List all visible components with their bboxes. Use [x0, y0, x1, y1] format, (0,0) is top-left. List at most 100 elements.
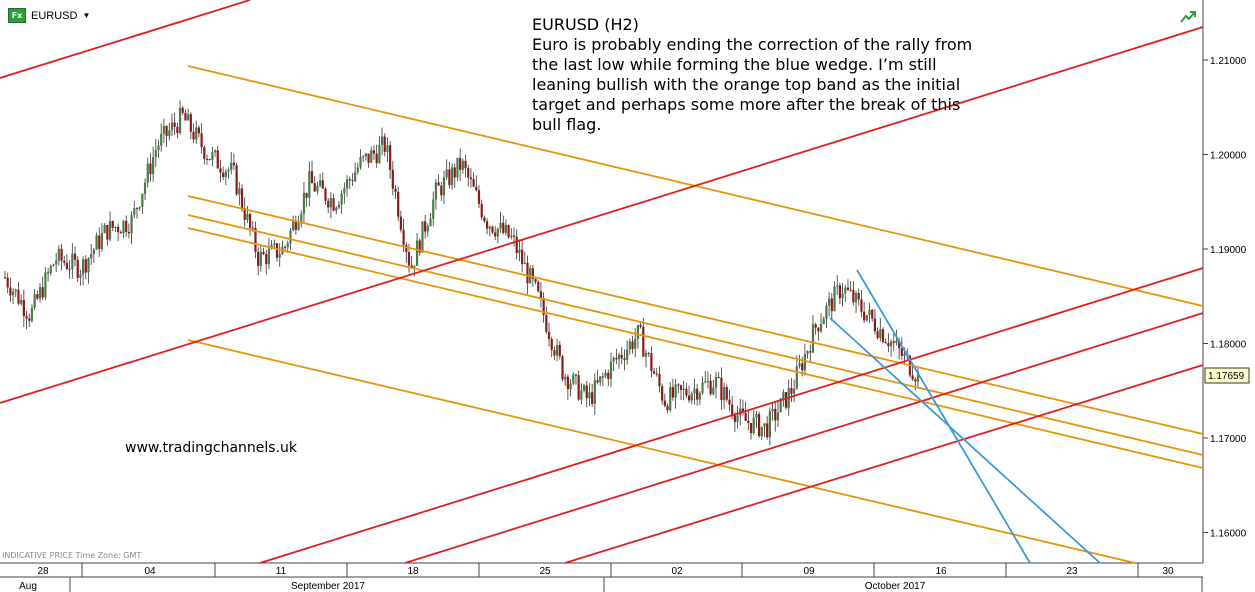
candle-body: [9, 287, 12, 296]
candle-body: [383, 136, 386, 152]
orange-middle-band-line[interactable]: [187, 227, 1204, 469]
candle-body: [3, 277, 7, 279]
candle-body: [65, 262, 69, 269]
symbol-selector[interactable]: Fx EURUSD ▼: [8, 8, 90, 23]
candle-body: [459, 157, 462, 170]
candle-body: [248, 213, 252, 228]
candle-body: [706, 380, 710, 382]
candle-body: [879, 329, 882, 339]
candle-body: [367, 153, 370, 163]
orange-middle-band-line[interactable]: [187, 195, 1204, 435]
candle-body: [599, 376, 602, 383]
candle-body: [873, 318, 877, 332]
red-channel-line[interactable]: [0, 26, 1204, 404]
candle-body: [143, 182, 147, 194]
candle-body: [195, 127, 198, 140]
candle-body: [345, 179, 349, 189]
candle-body: [197, 127, 201, 134]
candle-body: [254, 227, 257, 252]
candle-body: [17, 289, 20, 304]
candle-body: [292, 221, 295, 231]
candle-body: [108, 220, 112, 240]
candle-body: [305, 192, 308, 198]
candle-body: [504, 225, 508, 233]
trend-up-icon[interactable]: [1180, 10, 1196, 24]
candle-body: [297, 222, 300, 230]
day-tick-label: 28: [37, 566, 49, 577]
candle-body: [477, 190, 481, 204]
candle-body: [499, 222, 502, 229]
candle-body: [181, 107, 184, 113]
candle-body: [744, 412, 747, 421]
red-channel-line[interactable]: [404, 312, 1204, 564]
candle-body: [380, 136, 384, 145]
red-channel-line[interactable]: [259, 267, 1204, 564]
orange-middle-band-line[interactable]: [187, 214, 1204, 456]
candle-body: [240, 188, 244, 209]
candle-body: [370, 150, 373, 163]
candle-body: [865, 315, 868, 321]
candle-body: [378, 144, 381, 163]
orange-lower-band-line[interactable]: [187, 339, 1136, 564]
red-channel-line[interactable]: [0, 0, 251, 79]
candle-body: [682, 388, 685, 390]
price-axis: [1203, 0, 1255, 592]
candle-body: [515, 236, 518, 254]
candle-body: [763, 423, 766, 427]
candle-body: [863, 311, 866, 321]
blue-wedge-line[interactable]: [856, 269, 1031, 564]
candle-body: [372, 150, 376, 154]
candle-body: [415, 240, 419, 266]
candle-body: [472, 179, 475, 187]
analysis-note: EURUSD (H2) Euro is probably ending the …: [532, 15, 1002, 135]
candle-body: [639, 325, 642, 327]
candle-body: [135, 208, 139, 210]
candle-body: [475, 186, 478, 191]
candle-body: [211, 152, 214, 160]
candle-body: [604, 372, 607, 377]
time-axis-ticks: 28 04 11 18 25 02 09 16 23 30 Aug September 2017 Oct…: [19, 563, 1203, 592]
candle-body: [319, 180, 322, 186]
candle-body: [294, 221, 297, 230]
candle-body: [836, 285, 839, 287]
candle-body: [343, 188, 346, 194]
plot-area: [0, 0, 1203, 563]
candle-body: [819, 323, 823, 332]
candle-body: [623, 358, 626, 360]
candle-body: [790, 388, 793, 394]
candle-body: [550, 339, 553, 351]
candle-body: [36, 294, 39, 299]
candle-body: [671, 387, 675, 398]
candle-body: [833, 286, 836, 312]
candle-body: [768, 411, 771, 438]
candle-body: [173, 122, 176, 127]
price-axis-ticks: 1.21000 1.20000 1.19000 1.18000 1.17000 1.160…: [1203, 56, 1247, 540]
candle-body: [149, 163, 152, 175]
candle-body: [117, 227, 120, 233]
candle-body: [243, 208, 246, 220]
candle-body: [615, 357, 618, 360]
candle-body: [607, 372, 610, 379]
candle-body: [14, 289, 17, 292]
candle-body: [205, 158, 209, 160]
blue-wedge-line[interactable]: [829, 317, 1101, 564]
candle-body: [22, 300, 25, 317]
candle-body: [57, 248, 60, 261]
candle-body: [784, 392, 788, 408]
candle-body: [553, 350, 556, 356]
candle-body: [507, 225, 510, 238]
candle-body: [480, 203, 483, 218]
candle-body: [103, 224, 106, 234]
candle-body: [187, 114, 190, 121]
chevron-down-icon[interactable]: ▼: [82, 11, 91, 20]
candle-body: [82, 259, 85, 275]
candle-body: [402, 229, 405, 245]
watermark-url: www.tradingchannels.uk: [125, 440, 297, 456]
candle-body: [914, 379, 917, 382]
red-channel-line[interactable]: [564, 364, 1204, 564]
candle-body: [216, 150, 219, 169]
candle-body: [642, 326, 645, 357]
candle-body: [278, 254, 281, 258]
